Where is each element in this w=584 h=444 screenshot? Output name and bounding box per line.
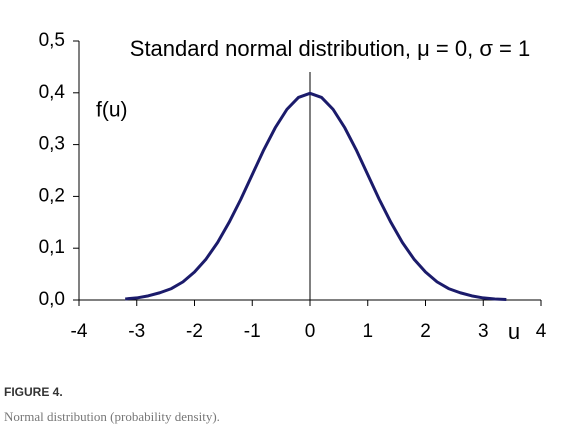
- x-tick-label: 2: [420, 321, 431, 342]
- x-tick-label: 1: [362, 321, 373, 342]
- y-tick-label: 0,3: [39, 134, 65, 155]
- x-tick-label: 0: [305, 321, 316, 342]
- figure-label: FIGURE 4.: [4, 385, 63, 399]
- x-tick-label: 3: [478, 321, 489, 342]
- x-tick-label: -2: [186, 321, 203, 342]
- x-tick-label: -3: [128, 321, 145, 342]
- y-tick-label: 0,1: [39, 237, 65, 258]
- y-axis-label: f(u): [96, 99, 128, 122]
- x-tick-label: -1: [244, 321, 261, 342]
- chart-title: Standard normal distribution, μ = 0, σ =…: [130, 36, 530, 61]
- y-tick-label: 0,0: [39, 289, 65, 310]
- density-curve: [125, 91, 507, 301]
- x-axis-label: u: [508, 319, 520, 344]
- y-tick-label: 0,2: [39, 185, 65, 206]
- figure-caption: Normal distribution (probability density…: [4, 409, 220, 424]
- y-tick-label: 0,4: [39, 82, 66, 103]
- x-tick-label: -4: [71, 321, 88, 342]
- x-tick-label: 4: [536, 321, 547, 342]
- y-tick-label: 0,5: [39, 30, 65, 51]
